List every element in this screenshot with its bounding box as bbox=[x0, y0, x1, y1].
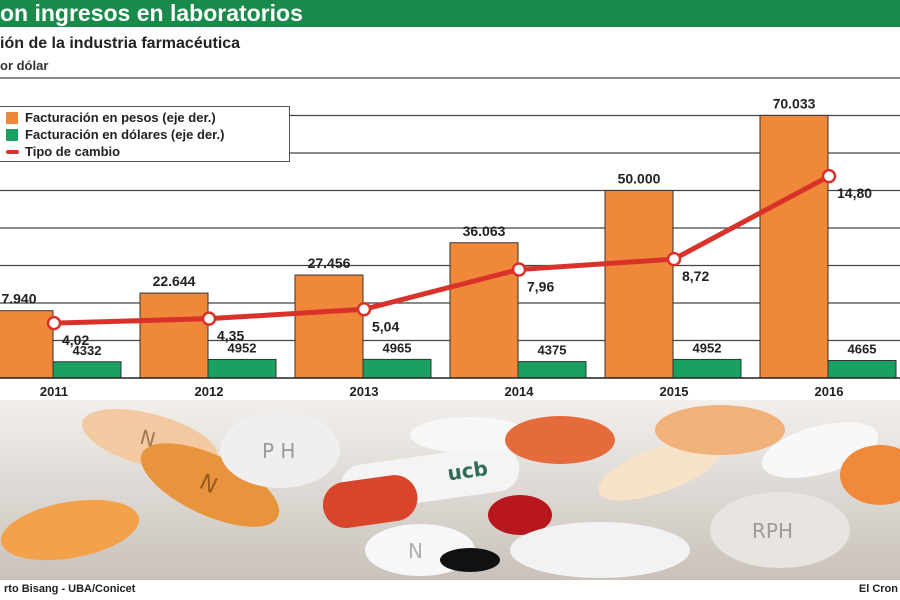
legend-swatch-exchange bbox=[6, 149, 19, 154]
bar-pesos bbox=[294, 274, 364, 379]
label-exchange: 8,72 bbox=[682, 268, 709, 284]
bar-pesos bbox=[759, 114, 829, 379]
label-dollars: 4965 bbox=[383, 340, 412, 355]
pill-imprint-n3: N bbox=[408, 539, 423, 563]
bar-dollars bbox=[827, 360, 897, 379]
label-dollars: 4952 bbox=[228, 340, 257, 355]
bar-dollars bbox=[207, 358, 277, 379]
bar-dollars bbox=[362, 358, 432, 379]
label-pesos: 27.456 bbox=[308, 255, 351, 271]
tick-label-x: 2014 bbox=[505, 384, 535, 399]
tick-label-x: 2013 bbox=[350, 384, 379, 399]
orange-tablet bbox=[0, 499, 140, 561]
tick-label-x: 2011 bbox=[40, 384, 68, 399]
label-exchange: 7,96 bbox=[527, 278, 554, 294]
label-dollars: 4665 bbox=[848, 342, 877, 357]
chart: 7.940 4332 2011 22.644 4952 2012 27.456 4965 201… bbox=[0, 77, 900, 399]
pill-imprint-ucb: ucb bbox=[446, 456, 489, 485]
footer: rto Bisang - UBA/Conicet El Cron bbox=[0, 580, 900, 600]
legend-item-dollars: Facturación en dólares (eje der.) bbox=[6, 126, 289, 143]
pill-imprint-rph: RPH bbox=[752, 519, 793, 543]
white-oval-tablet bbox=[410, 417, 530, 453]
exchange-rate-point bbox=[821, 168, 837, 184]
exchange-rate-point bbox=[201, 311, 217, 326]
tick-label-x: 2015 bbox=[660, 384, 689, 399]
source-credit: rto Bisang - UBA/Conicet bbox=[4, 583, 136, 595]
pills-photo: N N P H ucb RPH N bbox=[0, 400, 900, 580]
label-pesos: 36.063 bbox=[463, 223, 506, 239]
red-pill bbox=[488, 495, 552, 535]
label-pesos: 22.644 bbox=[153, 273, 196, 289]
light-orange-caplet bbox=[655, 405, 785, 455]
legend-label-pesos: Facturación en pesos (eje der.) bbox=[25, 110, 216, 125]
legend-item-pesos: Facturación en pesos (eje der.) bbox=[6, 109, 289, 126]
white-round-tablet bbox=[220, 412, 340, 488]
bar-dollars bbox=[672, 358, 742, 379]
pills-illustration: N N P H ucb RPH N bbox=[0, 400, 900, 580]
label-pesos: 70.033 bbox=[773, 95, 816, 111]
unit-label: or dólar bbox=[0, 58, 49, 73]
black-pill bbox=[440, 548, 500, 572]
tick-label-x: 2016 bbox=[815, 384, 844, 399]
publisher-credit: El Cron bbox=[858, 583, 898, 595]
label-exchange: 4,35 bbox=[217, 328, 244, 344]
exchange-rate-point bbox=[356, 302, 372, 317]
bar-pesos bbox=[0, 310, 54, 379]
pill-imprint-ph: P H bbox=[262, 439, 295, 463]
label-exchange: 4,02 bbox=[62, 332, 89, 348]
tick-label-x: 2012 bbox=[195, 384, 224, 399]
bar-pesos bbox=[139, 292, 209, 379]
label-pesos: 50.000 bbox=[618, 171, 661, 187]
white-capsule-2 bbox=[510, 522, 690, 578]
page-title: on ingresos en laboratorios bbox=[0, 0, 303, 26]
rph-tablet bbox=[710, 492, 850, 568]
label-dollars: 4332 bbox=[73, 343, 102, 358]
bar-pesos bbox=[604, 190, 674, 379]
orange-caplet bbox=[140, 443, 280, 527]
legend-swatch-pesos bbox=[6, 111, 18, 124]
legend: Facturación en pesos (eje der.) Facturac… bbox=[0, 106, 290, 162]
label-dollars: 4375 bbox=[538, 343, 567, 358]
bar-dollars bbox=[52, 361, 122, 379]
bar-pesos bbox=[449, 242, 519, 379]
label-pesos: 7.940 bbox=[1, 291, 36, 307]
label-dollars: 4952 bbox=[693, 340, 722, 355]
exchange-rate-point bbox=[46, 315, 62, 331]
exchange-rate-line bbox=[51, 173, 832, 326]
chart-subtitle: ión de la industria farmacéutica bbox=[0, 35, 241, 52]
label-exchange: 14,80 bbox=[837, 185, 872, 201]
exchange-rate-point bbox=[511, 262, 527, 277]
legend-swatch-dollars bbox=[6, 128, 18, 141]
label-exchange: 5,04 bbox=[372, 318, 399, 334]
legend-label-dollars: Facturación en dólares (eje der.) bbox=[25, 127, 225, 142]
red-capsule-half bbox=[322, 475, 418, 528]
header-band: on ingresos en laboratorios bbox=[0, 0, 900, 27]
legend-label-exchange: Tipo de cambio bbox=[25, 144, 121, 159]
exchange-rate-point bbox=[666, 251, 682, 267]
orange-round-right bbox=[840, 445, 900, 505]
cream-caplet bbox=[598, 439, 722, 501]
bar-dollars bbox=[517, 361, 587, 379]
orange-red-caplet bbox=[505, 416, 615, 464]
pill-imprint-n2: N bbox=[137, 425, 158, 452]
legend-item-exchange: Tipo de cambio bbox=[6, 143, 289, 160]
